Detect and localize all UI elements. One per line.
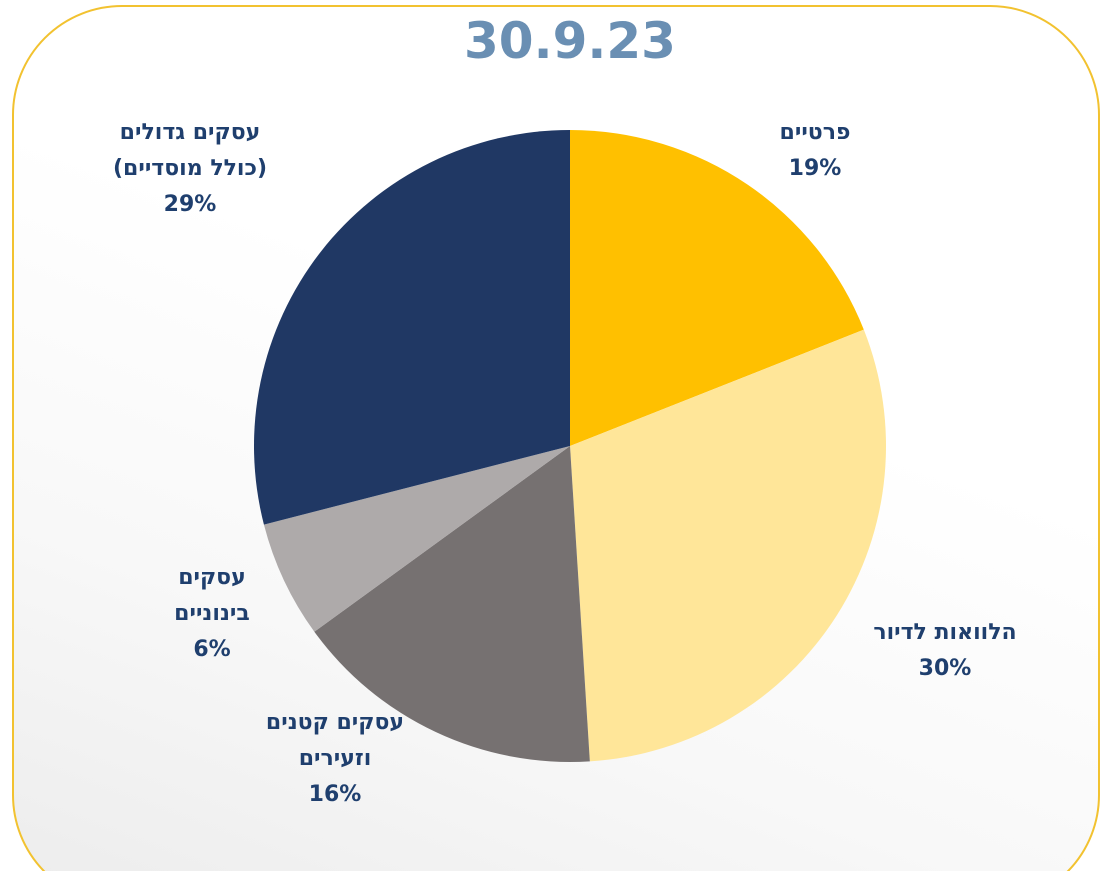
pie-slice (314, 446, 590, 763)
chart-title: 30.9.23 (464, 12, 676, 70)
value-label: 29% (163, 192, 217, 217)
value-label: 6% (193, 637, 231, 662)
slice-label: עסקים קטנים וזעירים 16% (240, 705, 430, 813)
slice-label: עסקים גדולים (כולל מוסדיים) 29% (95, 115, 285, 223)
slice-label: פרטיים 19% (735, 115, 895, 187)
category-label: הלוואות לדיור (873, 620, 1017, 645)
pie-slice (570, 329, 887, 762)
value-label: 30% (918, 656, 972, 681)
category-label: עסקים גדולים (כולל מוסדיים) (112, 120, 268, 181)
category-label: פרטיים (779, 120, 851, 145)
value-label: 19% (788, 156, 842, 181)
pie-slice (570, 130, 864, 446)
slice-label: הלוואות לדיור 30% (835, 615, 1055, 687)
pie-slice (263, 446, 570, 632)
pie-slice (254, 130, 570, 525)
category-label: עסקים בינוניים (174, 565, 250, 626)
category-label: עסקים קטנים וזעירים (265, 710, 405, 771)
slice-label: עסקים בינוניים 6% (137, 560, 287, 668)
value-label: 16% (308, 782, 362, 807)
